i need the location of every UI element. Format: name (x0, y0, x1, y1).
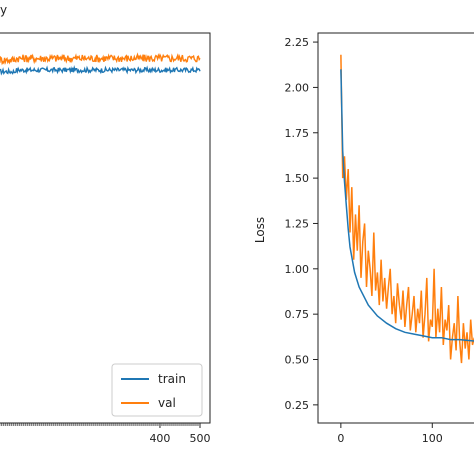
right-xtick-label: 0 (337, 432, 344, 445)
right-train-line (340, 69, 474, 342)
right-ytick-label: 2.25 (285, 36, 310, 49)
right-ytick-label: 0.25 (285, 399, 310, 412)
accuracy-panel: y 400 500 train val (0, 3, 211, 445)
right-axes-frame (317, 32, 474, 424)
right-series-group (340, 54, 474, 364)
legend: train val (111, 363, 203, 417)
left-axes-frame (0, 32, 211, 424)
left-val-line (0, 52, 201, 66)
right-ytick-label: 0.50 (285, 354, 310, 367)
left-train-line (0, 65, 201, 76)
loss-panel: Loss 0.25 0.50 0.75 1.00 1.25 1.50 1.75 2.00 2.2… (253, 32, 474, 445)
right-ytick-label: 1.50 (285, 172, 310, 185)
left-ticks: 400 500 (0, 423, 210, 445)
right-xtick-label: 100 (422, 432, 443, 445)
right-ytick-label: 1.75 (285, 127, 310, 140)
right-ytick-label: 0.75 (285, 308, 310, 321)
right-ytick-label: 1.25 (285, 217, 310, 230)
legend-box (111, 363, 203, 417)
right-ytick-label: 1.00 (285, 263, 310, 276)
legend-val-label: val (158, 396, 176, 410)
right-val-line (340, 54, 474, 364)
left-series-group (0, 52, 201, 76)
left-xtick-label: 500 (189, 432, 210, 445)
left-ylabel-fragment: y (0, 3, 7, 17)
right-ylabel: Loss (253, 217, 267, 243)
right-ticks: 0.25 0.50 0.75 1.00 1.25 1.50 1.75 2.00 2.25 0 100 (285, 36, 443, 445)
right-ytick-label: 2.00 (285, 81, 310, 94)
legend-train-label: train (158, 372, 186, 386)
left-xtick-label: 400 (149, 432, 170, 445)
